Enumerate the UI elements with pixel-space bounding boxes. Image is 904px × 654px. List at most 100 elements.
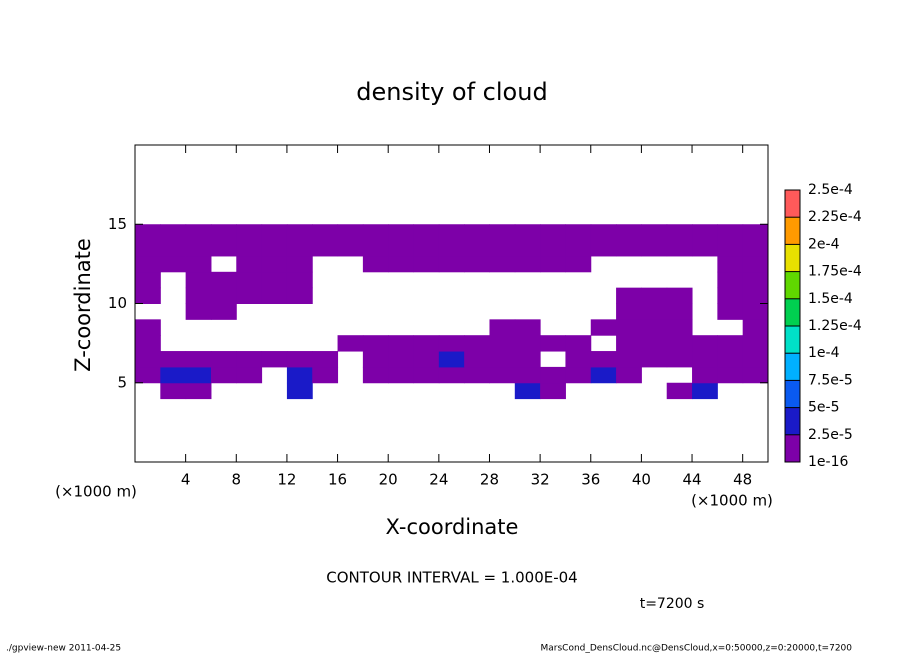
colorbar-label: 2.5e-4	[808, 182, 853, 198]
contour-cell	[362, 224, 389, 241]
contour-cell	[388, 366, 415, 384]
contour-cell	[565, 240, 592, 257]
contour-cell	[464, 224, 490, 241]
footer-right: MarsCond_DensCloud.nc@DensCloud,x=0:5000…	[541, 644, 853, 654]
contour-cell	[742, 240, 769, 257]
contour-cell	[540, 240, 566, 257]
contour-cell	[742, 287, 769, 304]
contour-cell	[717, 351, 744, 368]
contour-cell	[438, 366, 465, 384]
contour-cell	[514, 335, 541, 352]
x-tick-label: 36	[581, 471, 600, 489]
contour-cell	[362, 351, 389, 368]
contour-cell	[514, 366, 541, 384]
contour-cell	[185, 255, 212, 273]
contour-cell	[135, 271, 161, 289]
contour-cell	[742, 303, 769, 320]
contour-cell	[565, 255, 592, 273]
contour-cell	[692, 351, 718, 368]
contour-cell	[590, 351, 617, 368]
time-label: t=7200 s	[640, 596, 705, 612]
contour-cell	[210, 366, 237, 384]
contour-cell	[717, 287, 744, 304]
contour-cell	[438, 224, 465, 241]
contour-cell	[388, 351, 415, 368]
contour-cell	[388, 224, 415, 241]
contour-cell	[666, 382, 693, 400]
contour-cell	[616, 366, 642, 384]
contour-cell	[185, 287, 212, 304]
contour-cell	[616, 303, 642, 320]
contour-cell	[489, 240, 516, 257]
contour-cell	[666, 287, 693, 304]
contour-cell	[413, 366, 440, 384]
contour-cell	[514, 319, 541, 336]
contour-cell	[717, 335, 744, 352]
y-tick-label: 10	[108, 294, 127, 312]
footer-left: ./gpview-new 2011-04-25	[6, 644, 121, 654]
contour-cell	[565, 351, 592, 368]
x-tick-label: 40	[632, 471, 651, 489]
contour-cell	[261, 287, 288, 304]
contour-cell	[210, 224, 237, 241]
contour-cell	[514, 240, 541, 257]
contour-cell	[692, 366, 718, 384]
x-tick-label: 16	[328, 471, 347, 489]
contour-cell	[160, 366, 187, 384]
contour-cell	[717, 255, 744, 273]
x-tick-label: 4	[181, 471, 191, 489]
contour-cell	[286, 271, 313, 289]
colorbar-swatch	[785, 298, 800, 326]
contour-cell	[742, 255, 769, 273]
contour-cell	[185, 271, 212, 289]
contour-cell	[337, 224, 364, 241]
contour-cell	[717, 366, 744, 384]
contour-cell	[666, 351, 693, 368]
contour-cell	[489, 335, 516, 352]
contour-cell	[717, 224, 744, 241]
contour-cell	[489, 255, 516, 273]
colorbar-label: 1.75e-4	[808, 264, 862, 280]
contour-cell	[362, 240, 389, 257]
contour-cell	[616, 240, 642, 257]
contour-cell	[641, 351, 668, 368]
colorbar-label: 5e-5	[808, 400, 839, 416]
colorbar-swatch	[785, 380, 800, 408]
contour-cell	[261, 271, 288, 289]
contour-cell	[616, 287, 642, 304]
contour-cell	[236, 287, 263, 304]
contour-cell	[590, 319, 617, 336]
contour-cell	[692, 224, 718, 241]
contour-cell	[641, 303, 668, 320]
x-unit-label: (×1000 m)	[691, 492, 773, 510]
contour-cell	[464, 366, 490, 384]
contour-cell	[185, 224, 212, 241]
contour-cell	[185, 382, 212, 400]
contour-cell	[185, 366, 212, 384]
contour-cell	[388, 240, 415, 257]
colorbar-label: 2.5e-5	[808, 427, 853, 443]
contour-cell	[666, 224, 693, 241]
colorbar-label: 2e-4	[808, 236, 840, 252]
contour-cell	[742, 224, 769, 241]
x-tick-label: 28	[480, 471, 499, 489]
contour-cell	[135, 287, 161, 304]
contour-cell	[362, 366, 389, 384]
contour-cell	[742, 319, 769, 336]
contour-cell	[236, 351, 263, 368]
contour-cell	[185, 303, 212, 320]
contour-cell	[135, 255, 161, 273]
contour-cell	[742, 335, 769, 352]
contour-cell	[135, 240, 161, 257]
contour-cell	[616, 224, 642, 241]
contour-cell	[135, 366, 161, 384]
contour-cell	[717, 303, 744, 320]
contour-cell	[641, 240, 668, 257]
contour-cell	[641, 287, 668, 304]
contour-cell	[286, 382, 313, 400]
contour-cell	[160, 351, 187, 368]
contour-cell	[438, 240, 465, 257]
contour-cell	[388, 335, 415, 352]
contour-cell	[160, 382, 187, 400]
y-tick-label: 5	[117, 373, 127, 391]
